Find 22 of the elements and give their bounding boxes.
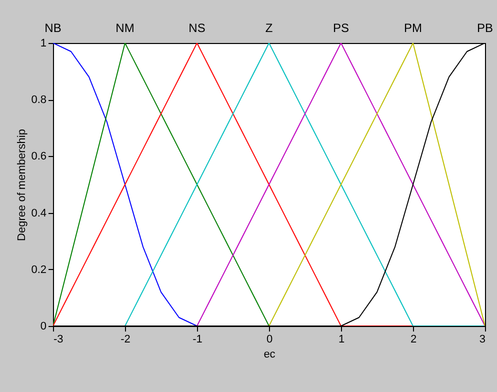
annotation: NS [188,21,206,35]
y-tick-label: 0.8 [31,94,46,106]
x-tick-label: -2 [120,334,130,346]
annotation: Z [265,21,273,35]
annotation: PB [476,21,494,35]
annotation: PS [332,21,350,35]
annotation: PM [404,21,422,35]
y-tick-label: 0 [40,320,46,332]
x-tick-label: 0 [266,334,273,346]
x-axis-title: ec [264,348,276,360]
x-tick-label: 3 [479,334,486,346]
x-tick-label: -1 [192,334,202,346]
y-tick-label: 0.6 [31,150,46,163]
y-tick-label: 0.2 [31,264,46,276]
annotation: NM [116,21,134,35]
y-tick-label: 1 [40,38,46,50]
x-tick-label: 1 [338,334,345,346]
x-tick-label: -3 [54,334,64,346]
annotation: NB [44,21,62,35]
x-tick-label: 2 [410,334,417,346]
y-axis-title: Degree of membership [16,129,28,241]
y-tick-label: 0.4 [31,207,46,220]
